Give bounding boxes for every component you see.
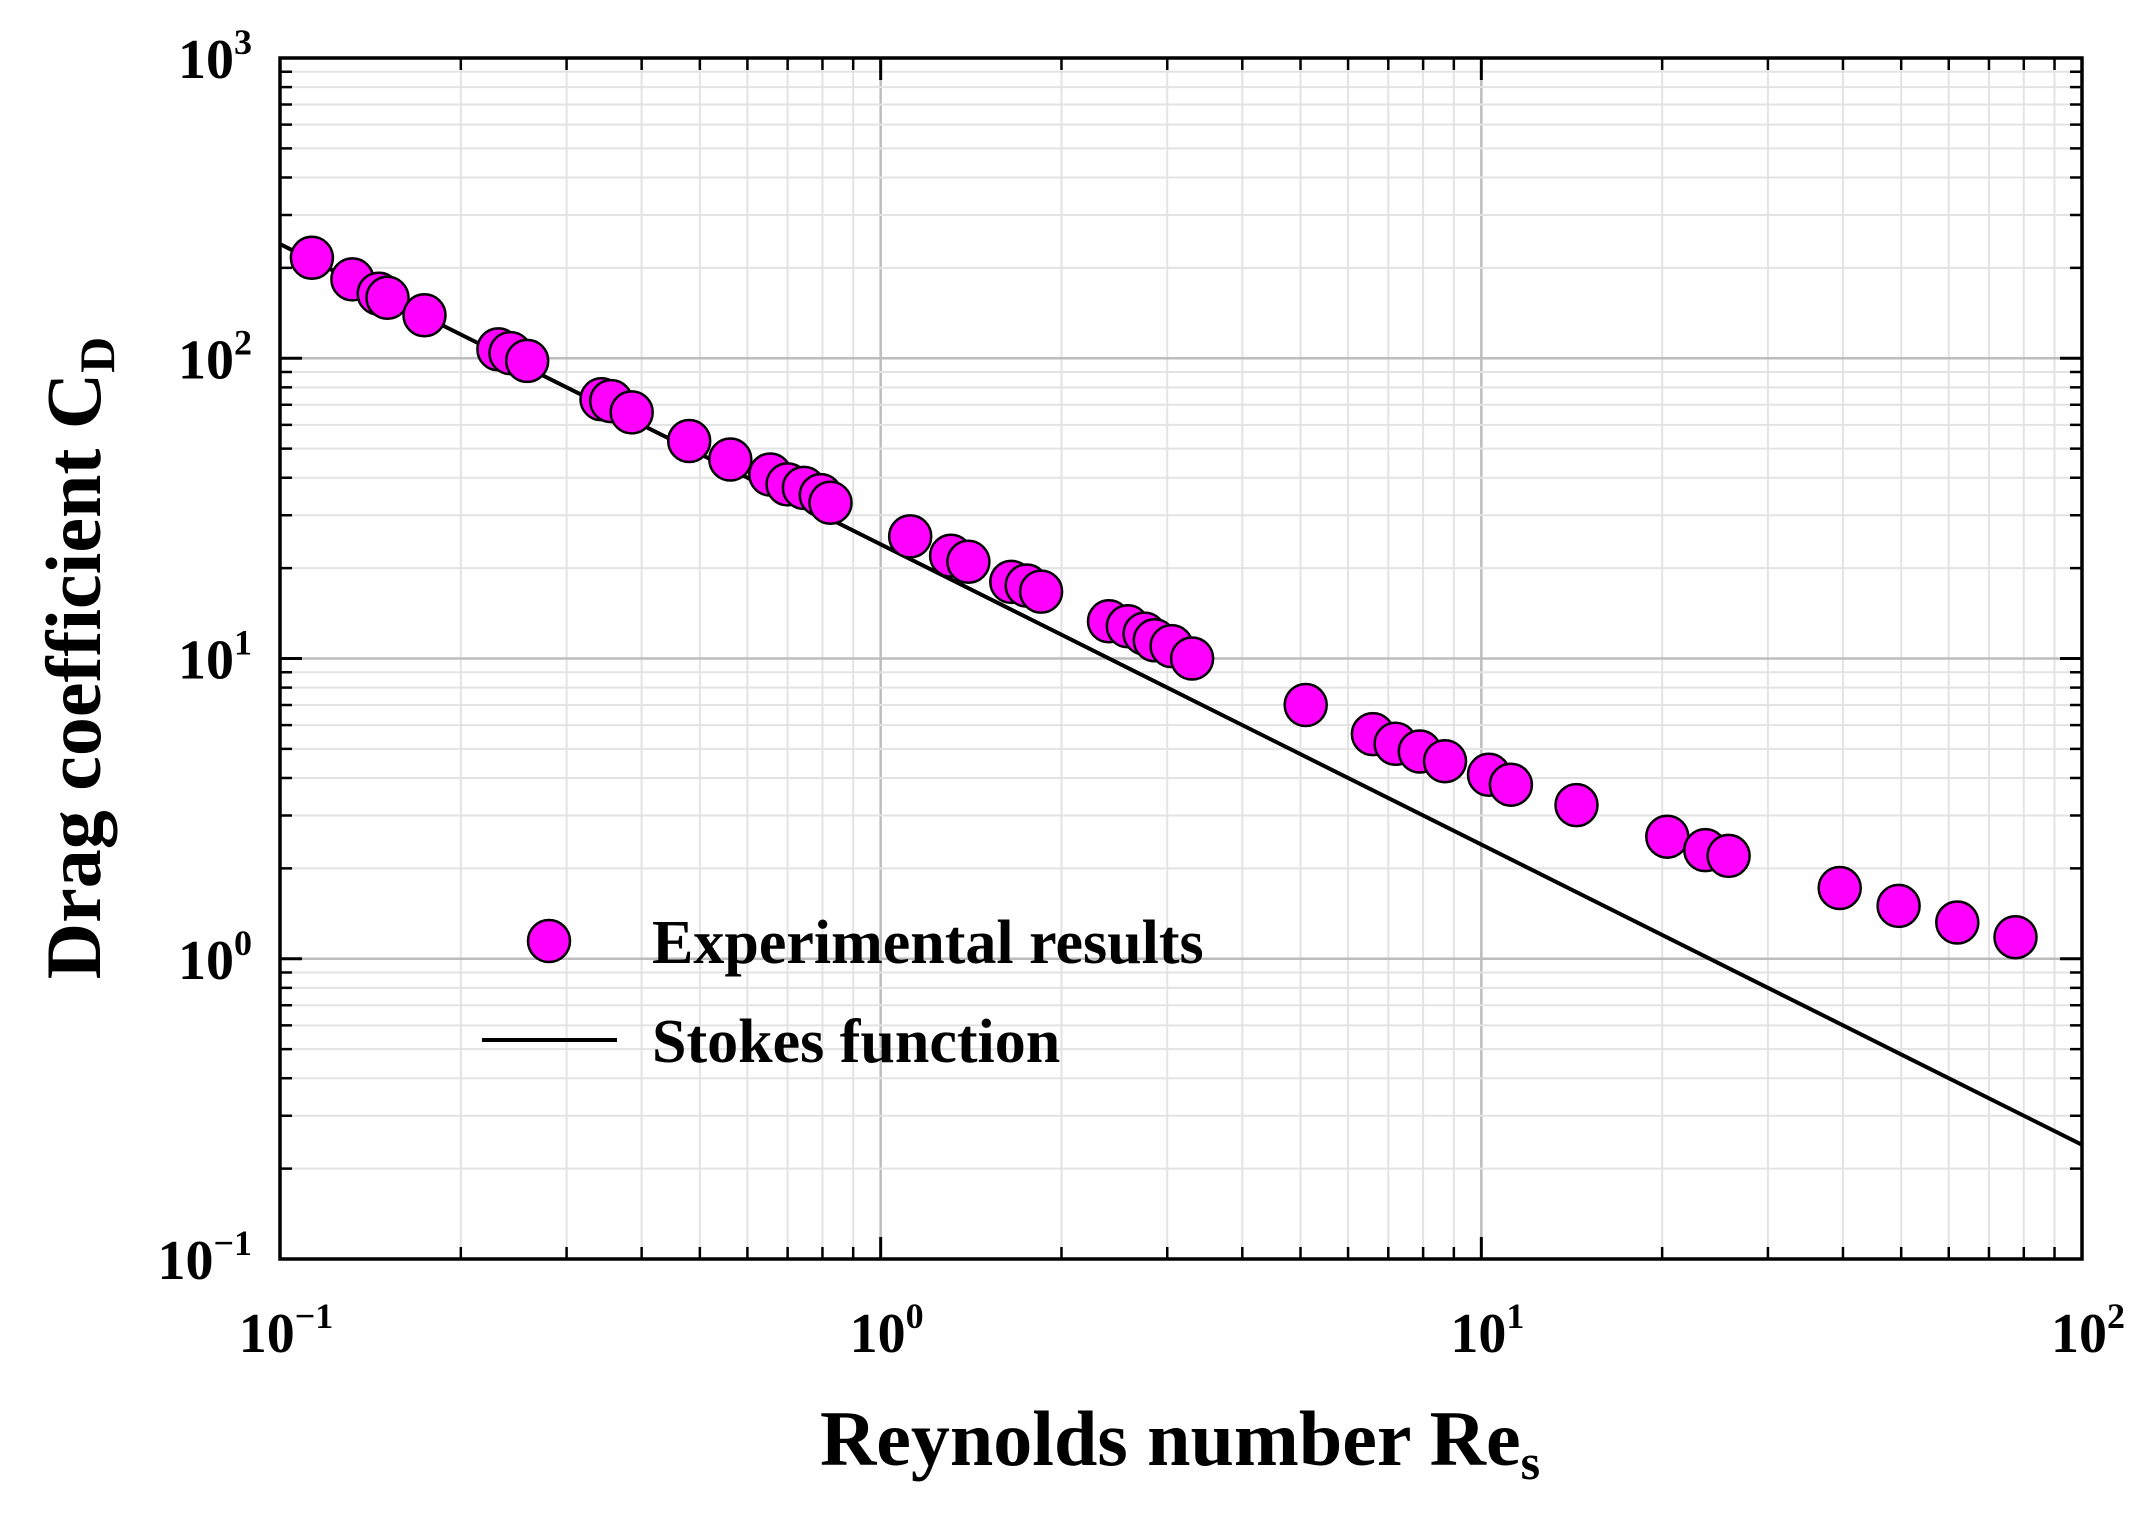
experimental-point [365,275,410,321]
y-tick-labels: 10−1 100 101 102 103 [157,22,252,1292]
experimental-point [609,390,654,435]
experimental-point [887,514,933,559]
grid [280,58,2082,1259]
experimental-point [1422,738,1468,784]
x-tick-label: 102 [2051,1296,2125,1365]
legend-marker-experimental [526,918,572,964]
experimental-point [708,437,753,482]
experimental-point [1706,833,1751,879]
y-tick-label: 101 [178,623,252,692]
experimental-point [1169,636,1215,681]
experimental-point [946,539,991,585]
experimental-point [1993,914,2038,960]
experimental-point [402,293,447,338]
experimental-point [1554,782,1599,828]
experimental-point [1645,814,1690,859]
experimental-point [504,338,550,384]
experimental-point [1817,865,1862,911]
experimental-point [666,418,712,464]
experimental-point [1283,682,1328,728]
experimental-point [808,480,853,526]
experimental-point [1018,569,1064,614]
experimental-point [289,235,335,281]
experimental-point [1876,883,1921,929]
y-tick-label: 103 [178,22,252,91]
x-tick-label: 101 [1450,1296,1524,1365]
y-axis-title: Drag coefficient CD [30,337,125,980]
x-tick-label: 10−1 [239,1296,334,1365]
axis-ticks [278,58,2082,1261]
legend: Experimental results Stokes function [482,909,1204,1076]
x-axis-title: Reynolds number Res [820,1395,1540,1490]
x-tick-labels: 10−1 100 101 102 [239,1296,2125,1365]
legend-label-experimental: Experimental results [652,909,1204,977]
x-tick-label: 100 [850,1296,924,1365]
experimental-markers [289,235,2038,960]
y-tick-label: 10−1 [157,1223,252,1292]
legend-label-stokes: Stokes function [652,1008,1060,1076]
experimental-point [1488,762,1534,807]
y-tick-label: 100 [178,923,252,992]
experimental-point [1935,900,1980,945]
y-tick-label: 102 [178,322,252,391]
